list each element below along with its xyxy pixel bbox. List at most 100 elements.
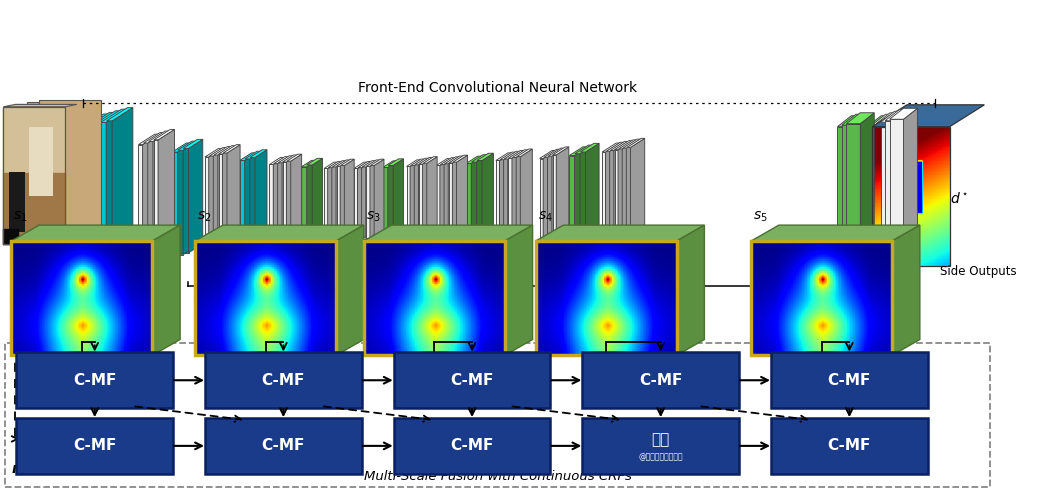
Polygon shape — [374, 159, 384, 237]
Polygon shape — [83, 114, 109, 127]
Polygon shape — [383, 167, 388, 241]
Polygon shape — [16, 104, 77, 242]
Polygon shape — [440, 165, 444, 242]
Polygon shape — [107, 121, 112, 275]
FancyBboxPatch shape — [771, 352, 928, 408]
Polygon shape — [357, 162, 367, 240]
Polygon shape — [158, 129, 174, 259]
Polygon shape — [613, 141, 628, 255]
Polygon shape — [509, 158, 512, 246]
Polygon shape — [876, 124, 891, 263]
Polygon shape — [609, 142, 624, 256]
Polygon shape — [366, 166, 370, 238]
Polygon shape — [838, 116, 866, 126]
Polygon shape — [282, 162, 286, 242]
Polygon shape — [94, 111, 121, 124]
Polygon shape — [623, 139, 640, 148]
Polygon shape — [358, 162, 372, 167]
Polygon shape — [328, 167, 332, 239]
Polygon shape — [444, 157, 459, 164]
Polygon shape — [219, 154, 222, 248]
Polygon shape — [189, 139, 202, 253]
Polygon shape — [552, 147, 569, 155]
Polygon shape — [517, 149, 532, 157]
Polygon shape — [411, 165, 414, 241]
Polygon shape — [544, 157, 547, 249]
Text: C-MF: C-MF — [639, 373, 682, 388]
Bar — [29, 126, 53, 196]
Polygon shape — [626, 139, 640, 252]
Polygon shape — [210, 148, 226, 156]
Polygon shape — [414, 159, 425, 241]
Polygon shape — [476, 153, 493, 161]
Polygon shape — [610, 151, 613, 255]
Polygon shape — [890, 108, 918, 119]
Polygon shape — [424, 164, 427, 239]
Polygon shape — [540, 151, 555, 159]
Polygon shape — [332, 167, 336, 239]
Text: $s_{2}$: $s_{2}$ — [197, 209, 212, 224]
Polygon shape — [27, 102, 89, 239]
Polygon shape — [101, 123, 106, 277]
Polygon shape — [336, 225, 363, 355]
Polygon shape — [219, 146, 236, 154]
Polygon shape — [471, 155, 488, 162]
Polygon shape — [270, 158, 284, 165]
Polygon shape — [101, 109, 127, 123]
Polygon shape — [512, 151, 524, 246]
Polygon shape — [453, 162, 457, 240]
Polygon shape — [324, 168, 328, 240]
FancyBboxPatch shape — [17, 352, 173, 408]
Polygon shape — [476, 161, 482, 242]
Polygon shape — [250, 151, 262, 247]
Polygon shape — [482, 153, 493, 242]
Polygon shape — [544, 149, 561, 157]
Polygon shape — [752, 225, 920, 241]
Polygon shape — [422, 158, 433, 240]
Polygon shape — [142, 134, 159, 264]
Polygon shape — [503, 152, 516, 247]
Polygon shape — [393, 159, 404, 239]
Polygon shape — [154, 129, 174, 140]
Polygon shape — [466, 156, 483, 164]
Polygon shape — [448, 157, 459, 242]
Polygon shape — [881, 116, 895, 266]
Polygon shape — [618, 141, 632, 254]
Polygon shape — [504, 159, 508, 247]
Polygon shape — [245, 151, 262, 159]
Text: @派渡茬里的工程师: @派渡茬里的工程师 — [638, 453, 683, 461]
Polygon shape — [3, 107, 65, 244]
Polygon shape — [867, 126, 881, 266]
Polygon shape — [453, 155, 467, 162]
Polygon shape — [153, 131, 169, 261]
Polygon shape — [872, 105, 984, 126]
Bar — [752, 241, 892, 355]
Polygon shape — [213, 148, 226, 250]
Polygon shape — [574, 147, 589, 253]
Polygon shape — [895, 111, 908, 261]
Polygon shape — [172, 143, 192, 152]
Polygon shape — [517, 157, 520, 244]
Polygon shape — [306, 165, 312, 240]
Polygon shape — [340, 159, 354, 165]
Polygon shape — [570, 156, 574, 253]
Polygon shape — [540, 159, 543, 250]
Polygon shape — [418, 158, 429, 241]
Polygon shape — [415, 165, 418, 241]
Polygon shape — [362, 161, 376, 167]
Polygon shape — [880, 111, 908, 122]
Text: C-MF: C-MF — [262, 438, 305, 453]
Bar — [11, 241, 153, 355]
Polygon shape — [885, 110, 913, 121]
Polygon shape — [388, 161, 399, 241]
Bar — [536, 241, 677, 355]
Polygon shape — [499, 153, 512, 248]
Polygon shape — [872, 125, 885, 264]
Polygon shape — [903, 108, 918, 258]
Polygon shape — [536, 225, 705, 241]
Bar — [3, 107, 65, 244]
Polygon shape — [240, 161, 245, 248]
Polygon shape — [876, 113, 904, 124]
FancyBboxPatch shape — [17, 418, 173, 474]
Text: $s_{4}$: $s_{4}$ — [538, 209, 552, 224]
